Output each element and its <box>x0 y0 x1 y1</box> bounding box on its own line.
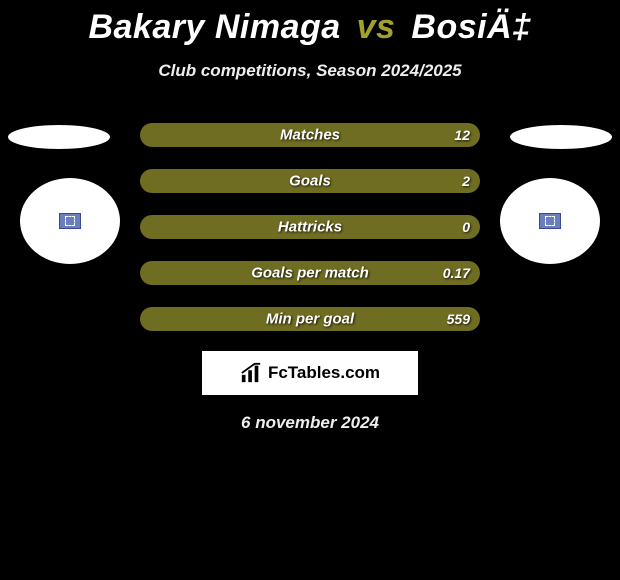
placeholder-icon <box>539 213 561 229</box>
stat-value-right: 12 <box>454 127 470 143</box>
stat-row: Hattricks 0 <box>140 215 480 239</box>
player1-badge <box>20 178 120 264</box>
player1-name: Bakary Nimaga <box>88 8 340 46</box>
stat-value-right: 0.17 <box>443 265 470 281</box>
comparison-card: Bakary Nimaga vs BosiÄ‡ Club competition… <box>0 0 620 580</box>
stat-value-right: 0 <box>462 219 470 235</box>
vs-label: vs <box>357 8 396 46</box>
player1-ellipse <box>8 125 110 149</box>
brand-box: FcTables.com <box>202 351 418 395</box>
stat-label: Goals per match <box>251 265 369 282</box>
stat-value-right: 559 <box>447 311 470 327</box>
stat-label: Min per goal <box>266 311 354 328</box>
player2-name: BosiÄ‡ <box>411 8 531 46</box>
stat-row: Goals 2 <box>140 169 480 193</box>
stat-label: Matches <box>280 127 340 144</box>
brand-text: FcTables.com <box>268 363 380 383</box>
page-title: Bakary Nimaga vs BosiÄ‡ <box>0 8 620 47</box>
player2-badge <box>500 178 600 264</box>
stat-row: Matches 12 <box>140 123 480 147</box>
stat-row: Goals per match 0.17 <box>140 261 480 285</box>
placeholder-icon <box>59 213 81 229</box>
subtitle: Club competitions, Season 2024/2025 <box>0 61 620 81</box>
stat-value-right: 2 <box>462 173 470 189</box>
stat-label: Hattricks <box>278 219 342 236</box>
stat-row: Min per goal 559 <box>140 307 480 331</box>
date-line: 6 november 2024 <box>0 413 620 433</box>
player2-ellipse <box>510 125 612 149</box>
chart-icon <box>240 362 262 384</box>
stat-label: Goals <box>289 173 331 190</box>
